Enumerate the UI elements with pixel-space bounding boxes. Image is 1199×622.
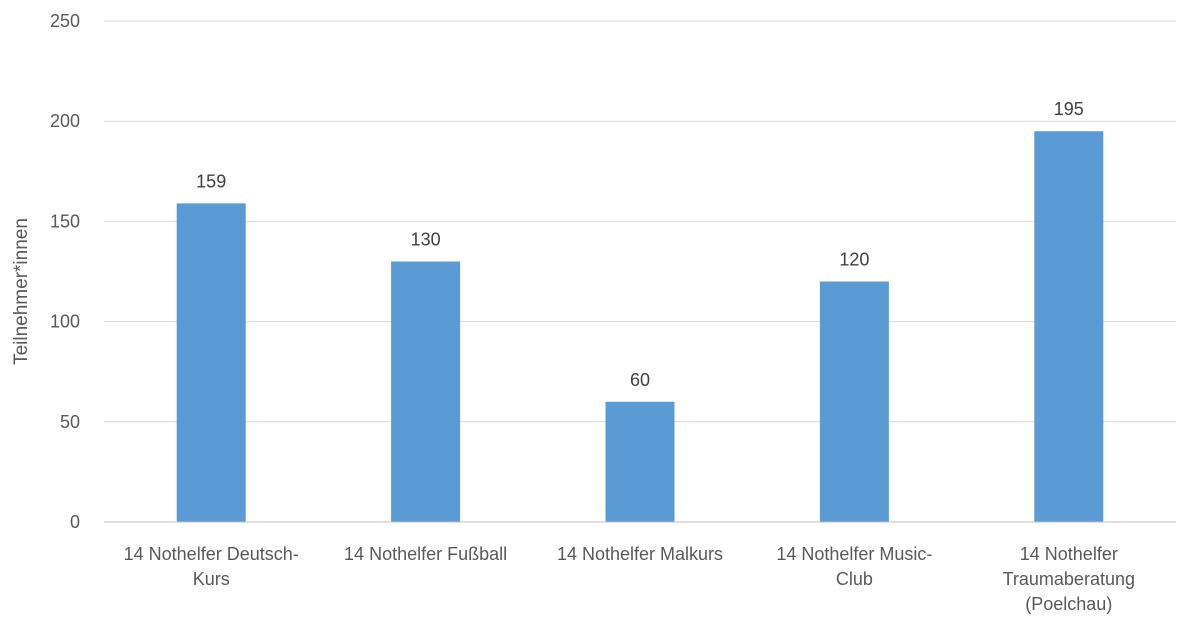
x-category-label-line: 14 Nothelfer [1020, 544, 1118, 564]
bar [819, 281, 889, 522]
y-tick-label: 100 [50, 312, 80, 332]
x-category-label-line: 14 Nothelfer Fußball [344, 544, 507, 564]
data-label: 130 [411, 229, 441, 249]
y-axis-title: Teilnehmer*innen [11, 218, 32, 365]
data-label: 159 [196, 171, 226, 191]
bar [1034, 131, 1104, 522]
x-category-label-line: (Poelchau) [1025, 594, 1112, 614]
x-category-label-line: Kurs [193, 569, 230, 589]
data-label: 120 [839, 250, 869, 270]
x-category-label: 14 Nothelfer Fußball [344, 544, 507, 564]
x-axis-categories: 14 Nothelfer Deutsch- Kurs 14 Nothelfer Fu… [124, 544, 1135, 614]
data-label: 195 [1054, 99, 1084, 119]
y-tick-label: 200 [50, 111, 80, 131]
y-tick-label: 50 [60, 412, 80, 432]
x-category-label-line: 14 Nothelfer Deutsch- [124, 544, 299, 564]
data-labels: 159 130 60 120 195 [196, 99, 1084, 390]
x-category-label-line: 14 Nothelfer Music- [776, 544, 932, 564]
bars [176, 131, 1104, 522]
x-category-label: 14 Nothelfer Traumaberatung (Poelchau) [1003, 544, 1135, 614]
bar [176, 203, 246, 522]
x-category-label: 14 Nothelfer Music- Club [776, 544, 932, 589]
y-axis-ticks: 0 50 100 150 200 250 [50, 11, 80, 532]
data-label: 60 [630, 370, 650, 390]
y-tick-label: 0 [70, 512, 80, 532]
x-category-label-line: Club [836, 569, 873, 589]
y-tick-label: 150 [50, 211, 80, 231]
bar [605, 401, 675, 522]
x-category-label-line: Traumaberatung [1003, 569, 1135, 589]
x-category-label: 14 Nothelfer Deutsch- Kurs [124, 544, 299, 589]
x-category-label: 14 Nothelfer Malkurs [557, 544, 723, 564]
gridlines [104, 20, 1176, 423]
x-category-label-line: 14 Nothelfer Malkurs [557, 544, 723, 564]
bar [391, 261, 461, 522]
y-tick-label: 250 [50, 11, 80, 31]
